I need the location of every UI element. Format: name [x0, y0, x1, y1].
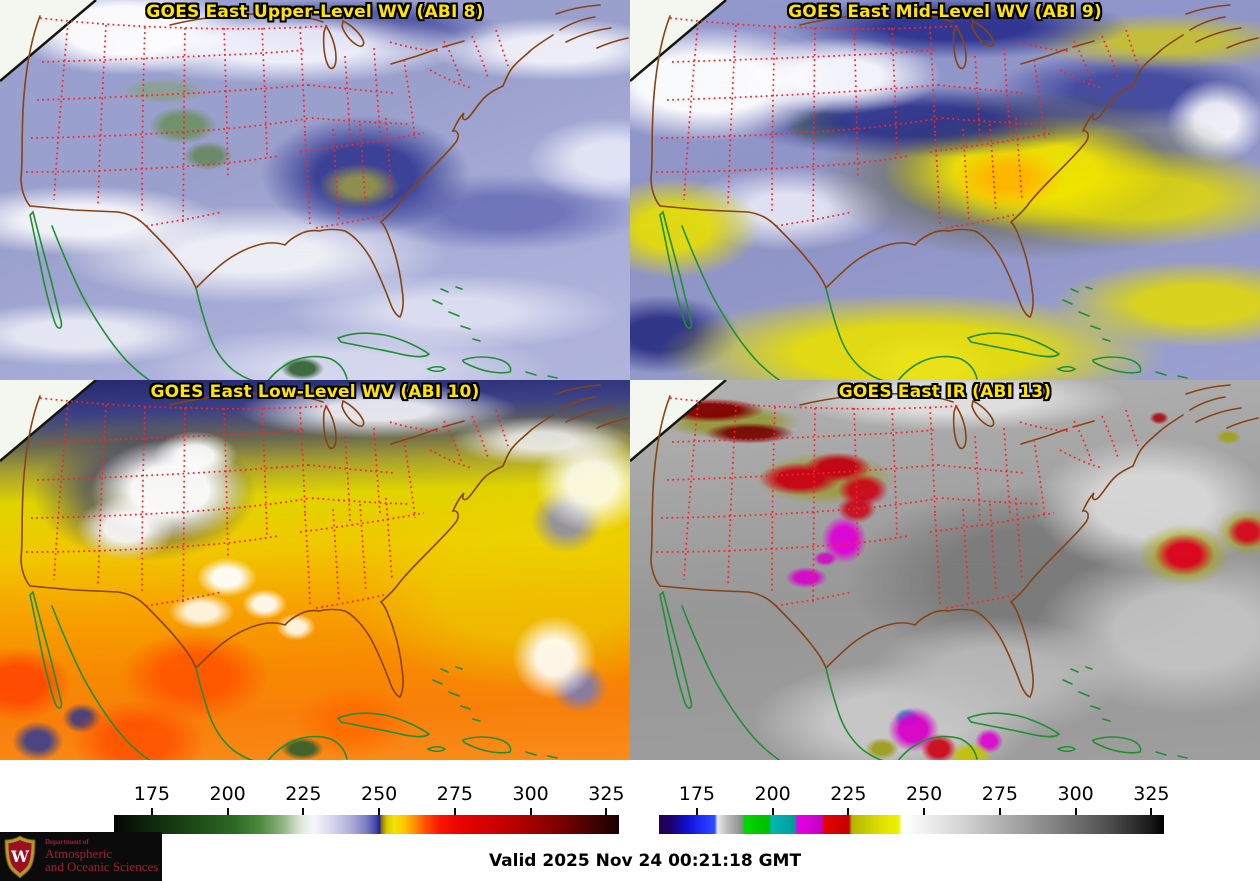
map-borders-overlay [630, 0, 1260, 380]
panel-title: GOES East Low-Level WV (ABI 10) [150, 382, 480, 402]
colorbar-tick-label: 300 [512, 783, 549, 805]
panel-title: GOES East Upper-Level WV (ABI 8) [146, 2, 484, 22]
colorbar-tick-mark [529, 808, 532, 815]
map-borders-overlay [630, 380, 1260, 760]
colorbar-tick-label: 250 [905, 783, 943, 805]
colorbar-tick-mark [226, 808, 229, 815]
colorbar-tick-mark [771, 808, 774, 815]
uw-crest-icon: W [4, 834, 36, 879]
colorbar-wv-gradient [114, 815, 619, 834]
colorbar-tick-mark [1074, 808, 1077, 815]
colorbar-tick-label: 275 [981, 783, 1019, 805]
panel-title: GOES East IR (ABI 13) [838, 382, 1052, 402]
colorbar-tick-mark [453, 808, 456, 815]
map-borders-overlay [0, 0, 630, 380]
colorbar-tick-label: 225 [285, 783, 322, 805]
colorbar-tick-mark [378, 808, 381, 815]
logo-dept-line: Department of [45, 838, 89, 847]
panel-upper-level-wv: GOES East Upper-Level WV (ABI 8) [0, 0, 630, 380]
colorbar-tick-mark [923, 808, 926, 815]
colorbar-tick-label: 175 [678, 783, 716, 805]
colorbar-tick-label: 300 [1057, 783, 1094, 805]
colorbar-tick-label: 225 [830, 783, 867, 805]
colorbar-tick-label: 275 [436, 783, 474, 805]
logo-text: Department of Atmospheric and Oceanic Sc… [45, 838, 159, 875]
panel-mid-level-wv: GOES East Mid-Level WV (ABI 9) [630, 0, 1260, 380]
legend-strip: 175 200 225 250 275 300 325 175 200 225 250 275 300… [0, 760, 1260, 881]
logo-name-line2: and Oceanic Sciences [45, 859, 159, 875]
colorbar-ir-gradient [659, 815, 1164, 834]
colorbar-tick-mark [695, 808, 698, 815]
colorbar-tick-mark [605, 808, 608, 815]
colorbar-tick-label: 175 [133, 783, 171, 805]
colorbar-wv: 175 200 225 250 275 300 325 [114, 778, 625, 834]
valid-timestamp: Valid 2025 Nov 24 00:21:18 GMT [488, 851, 802, 871]
colorbar-tick-mark [847, 808, 850, 815]
colorbar-tick-label: 200 [209, 783, 246, 805]
colorbar-tick-mark [302, 808, 305, 815]
colorbar-tick-mark [150, 808, 153, 815]
colorbar-tick-mark [998, 808, 1001, 815]
colorbar-tick-mark [1150, 808, 1153, 815]
panel-title: GOES East Mid-Level WV (ABI 9) [788, 2, 1102, 22]
aos-logo: W Department of Atmospheric and Oceanic … [0, 832, 162, 881]
colorbar-ir: 175 200 225 250 275 300 325 [659, 778, 1170, 834]
logo-name-line1: Atmospheric [45, 845, 113, 861]
colorbar-tick-label: 200 [754, 783, 791, 805]
panel-low-level-wv: GOES East Low-Level WV (ABI 10) [0, 380, 630, 760]
panel-grid: GOES East Upper-Level WV (ABI 8) GOES Ea… [0, 0, 1260, 760]
crest-monogram: W [10, 847, 30, 866]
map-borders-overlay [0, 380, 630, 760]
colorbar-tick-label: 325 [588, 783, 625, 805]
colorbar-tick-label: 250 [360, 783, 398, 805]
panel-ir: GOES East IR (ABI 13) [630, 380, 1260, 760]
colorbar-tick-label: 325 [1133, 783, 1170, 805]
